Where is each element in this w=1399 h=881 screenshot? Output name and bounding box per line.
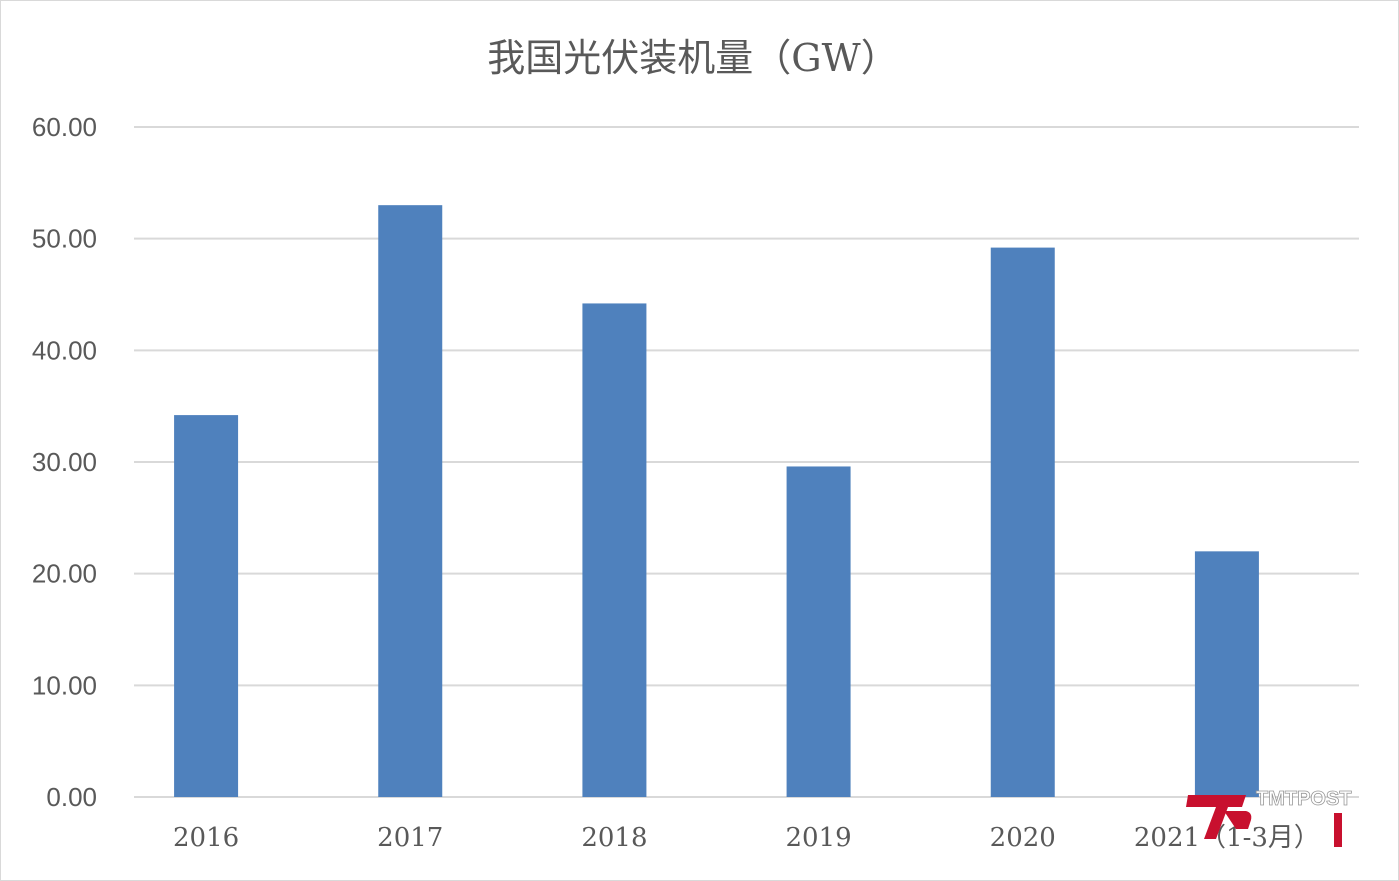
watermark-mark xyxy=(1334,813,1342,847)
x-axis-ticks: 2016 2017 2018 2019 2020 2021（1-3月） xyxy=(173,823,1320,853)
tp-logo-icon xyxy=(1186,795,1246,839)
watermark-text: TMTPOST xyxy=(1256,788,1352,810)
bar xyxy=(378,205,443,797)
y-tick-label: 60.00 xyxy=(32,112,97,142)
x-tick-label: 2016 xyxy=(173,823,239,853)
y-tick-label: 50.00 xyxy=(32,224,97,254)
watermark-logo: TMTPOST xyxy=(1186,788,1352,847)
y-tick-label: 20.00 xyxy=(32,559,97,589)
bar xyxy=(582,303,647,797)
x-tick-label: 2020 xyxy=(990,823,1056,853)
y-tick-label: 0.00 xyxy=(46,782,97,812)
x-tick-label: 2017 xyxy=(377,823,443,853)
bar xyxy=(1194,551,1259,797)
y-tick-label: 10.00 xyxy=(32,670,97,700)
y-tick-label: 40.00 xyxy=(32,335,97,365)
x-tick-label: 2021（1-3月） xyxy=(1134,823,1320,853)
bars xyxy=(174,205,1259,798)
gridlines xyxy=(134,126,1359,798)
bar xyxy=(990,247,1055,798)
y-tick-label: 30.00 xyxy=(32,447,97,477)
x-tick-label: 2019 xyxy=(785,823,851,853)
chart-title: 我国光伏装机量（GW） xyxy=(487,36,898,80)
bar xyxy=(174,415,239,797)
y-axis-ticks: 0.00 10.00 20.00 30.00 40.00 50.00 60.00 xyxy=(32,112,97,812)
bar xyxy=(786,466,851,797)
x-tick-label: 2018 xyxy=(581,823,647,853)
